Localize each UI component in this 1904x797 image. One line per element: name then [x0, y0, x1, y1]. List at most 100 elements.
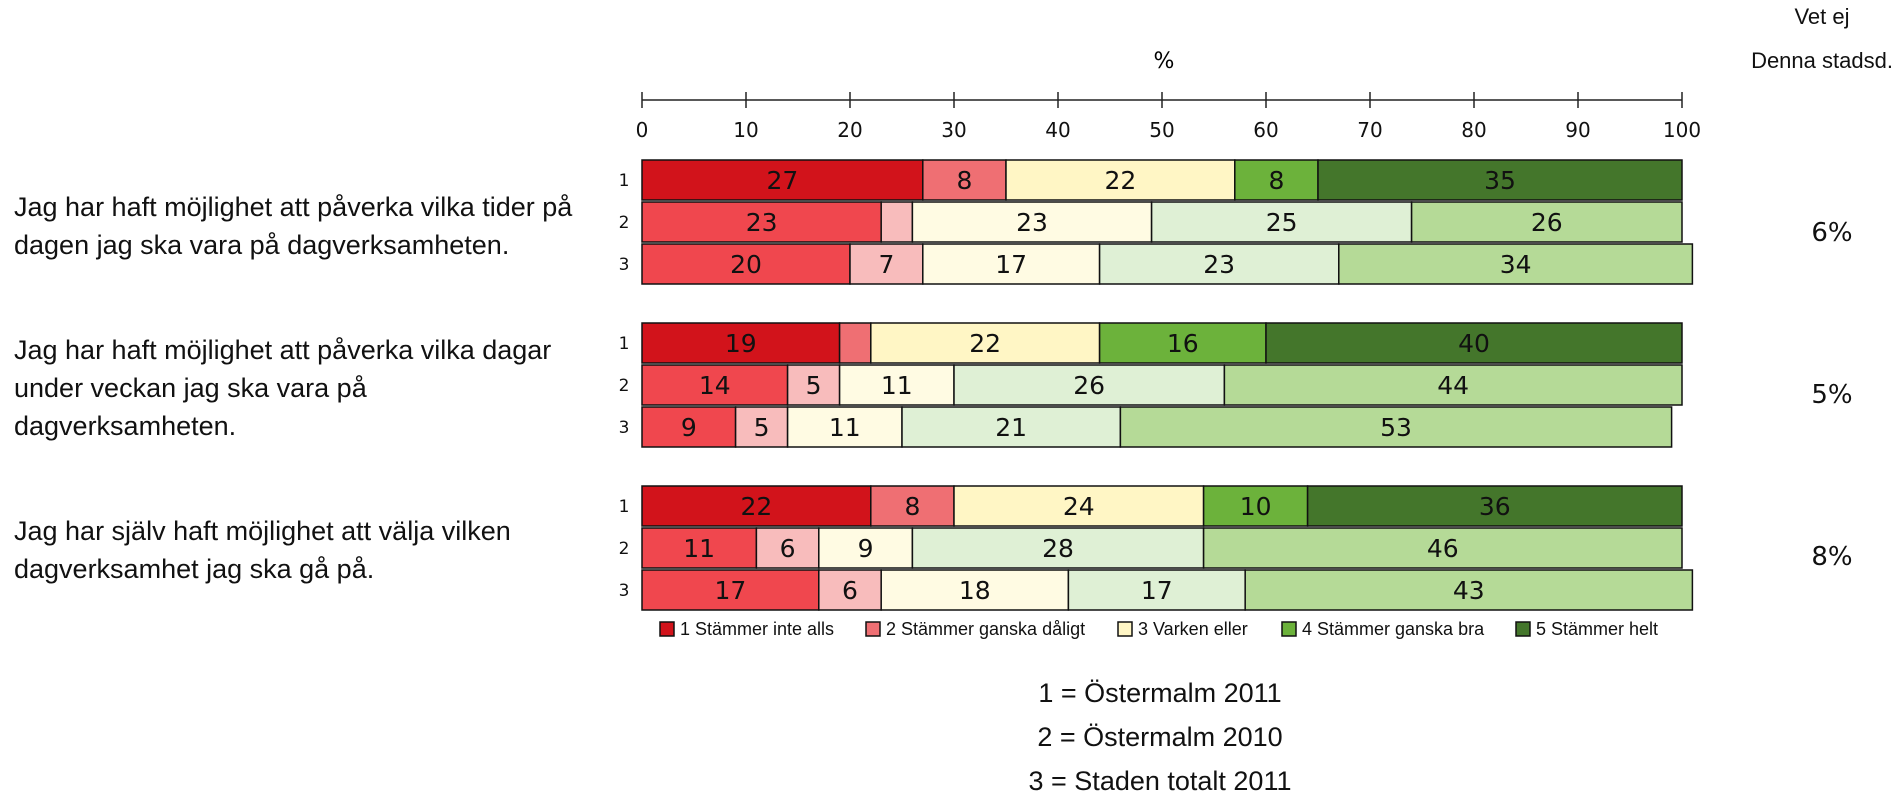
question-label-1: Jag har haft möjlighet att påverka vilka…	[14, 192, 573, 260]
bar-segment	[641, 364, 789, 406]
bar-segment	[922, 243, 1101, 285]
data-label: 21	[995, 413, 1027, 442]
bar-segment	[911, 201, 1153, 243]
data-label: 20	[730, 250, 762, 279]
bar-segment	[1202, 485, 1309, 527]
row-label: 2	[619, 213, 630, 233]
data-label: 16	[1167, 329, 1199, 358]
legend-label: 3 Varken eller	[1138, 619, 1248, 639]
x-tick-label: 40	[1045, 118, 1070, 142]
bar-segment	[1265, 322, 1683, 364]
bar-segment	[1119, 406, 1673, 448]
bar-segment	[786, 364, 841, 406]
data-label: 44	[1437, 371, 1469, 400]
footnote-2: 2 = Östermalm 2010	[1037, 722, 1283, 752]
data-label: 25	[1266, 208, 1298, 237]
bar-segment	[1306, 485, 1683, 527]
x-tick-label: 70	[1357, 118, 1382, 142]
x-tick-label: 0	[636, 118, 649, 142]
bar-segment	[755, 527, 820, 569]
data-label: 9	[858, 534, 874, 563]
legend-label: 5 Stämmer helt	[1536, 619, 1658, 639]
row-label: 3	[619, 255, 630, 275]
data-label: 9	[681, 413, 697, 442]
bar-segment	[880, 201, 914, 243]
data-label: 24	[1063, 492, 1095, 521]
data-label: 23	[1203, 250, 1235, 279]
x-tick-label: 20	[837, 118, 862, 142]
data-label: 8	[904, 492, 920, 521]
row-label: 2	[619, 376, 630, 396]
bar-segment	[1410, 201, 1683, 243]
x-tick-label: 80	[1461, 118, 1486, 142]
x-tick-label: 30	[941, 118, 966, 142]
data-label: 7	[878, 250, 894, 279]
bar-segment	[641, 159, 924, 201]
bar-segment	[641, 243, 851, 285]
bar-segment	[1067, 569, 1246, 611]
data-label: 11	[881, 371, 913, 400]
bar-segment	[849, 243, 924, 285]
data-label: 6	[780, 534, 796, 563]
dont-know-value-3: 8%	[1811, 542, 1853, 572]
data-label: 46	[1427, 534, 1459, 563]
data-label: 34	[1500, 250, 1532, 279]
row-label: 2	[619, 539, 630, 559]
dont-know-value-2: 5%	[1811, 380, 1853, 410]
x-tick-label: 90	[1565, 118, 1590, 142]
x-tick-label: 10	[733, 118, 758, 142]
row-label: 1	[619, 171, 630, 191]
data-label: 17	[995, 250, 1027, 279]
footnote-3: 3 = Staden totalt 2011	[1028, 766, 1292, 796]
legend-swatch	[1117, 621, 1133, 637]
dont-know-value-1: 6%	[1811, 218, 1853, 248]
legend-swatch	[1281, 621, 1297, 637]
question-label-3: Jag har själv haft möjlighet att välja v…	[14, 516, 511, 584]
data-label: 10	[1240, 492, 1272, 521]
row-label: 3	[619, 581, 630, 601]
data-label: 53	[1380, 413, 1412, 442]
data-label: 18	[959, 576, 991, 605]
data-label: 26	[1531, 208, 1563, 237]
legend-label: 2 Stämmer ganska dåligt	[886, 619, 1085, 639]
bar-segment	[641, 406, 737, 448]
bar-segment	[838, 322, 872, 364]
legend-label: 1 Stämmer inte alls	[680, 619, 834, 639]
bar-segment	[922, 159, 1007, 201]
data-label: 11	[829, 413, 861, 442]
bar-segment	[818, 527, 914, 569]
data-label: 14	[699, 371, 731, 400]
legend-swatch	[865, 621, 881, 637]
data-label: 27	[766, 166, 798, 195]
x-tick-label: 100	[1663, 118, 1701, 142]
bar-segment	[880, 569, 1070, 611]
data-label: 36	[1479, 492, 1511, 521]
data-label: 22	[740, 492, 772, 521]
bar-segment	[1150, 201, 1413, 243]
data-label: 11	[683, 534, 715, 563]
axis-title: %	[1154, 49, 1175, 74]
data-label: 23	[1016, 208, 1048, 237]
bar-segment	[953, 364, 1226, 406]
bar-segment	[1338, 243, 1694, 285]
data-label: 8	[1268, 166, 1284, 195]
bar-segment	[786, 406, 903, 448]
data-label: 5	[754, 413, 770, 442]
data-label: 22	[969, 329, 1001, 358]
data-label: 5	[806, 371, 822, 400]
data-label: 40	[1458, 329, 1490, 358]
bar-segment	[1234, 159, 1319, 201]
question-label-2: Jag har haft möjlighet att påverka vilka…	[14, 335, 552, 441]
bar-segment	[641, 485, 872, 527]
data-label: 43	[1453, 576, 1485, 605]
bar-segment	[818, 569, 882, 611]
bar-segment	[1005, 159, 1236, 201]
x-tick-label: 60	[1253, 118, 1278, 142]
bar-segment	[641, 527, 758, 569]
bar-segment	[1244, 569, 1694, 611]
data-label: 17	[714, 576, 746, 605]
legend-swatch	[1515, 621, 1531, 637]
data-label: 17	[1141, 576, 1173, 605]
legend-label: 4 Stämmer ganska bra	[1302, 619, 1485, 639]
bar-segment	[1098, 322, 1267, 364]
